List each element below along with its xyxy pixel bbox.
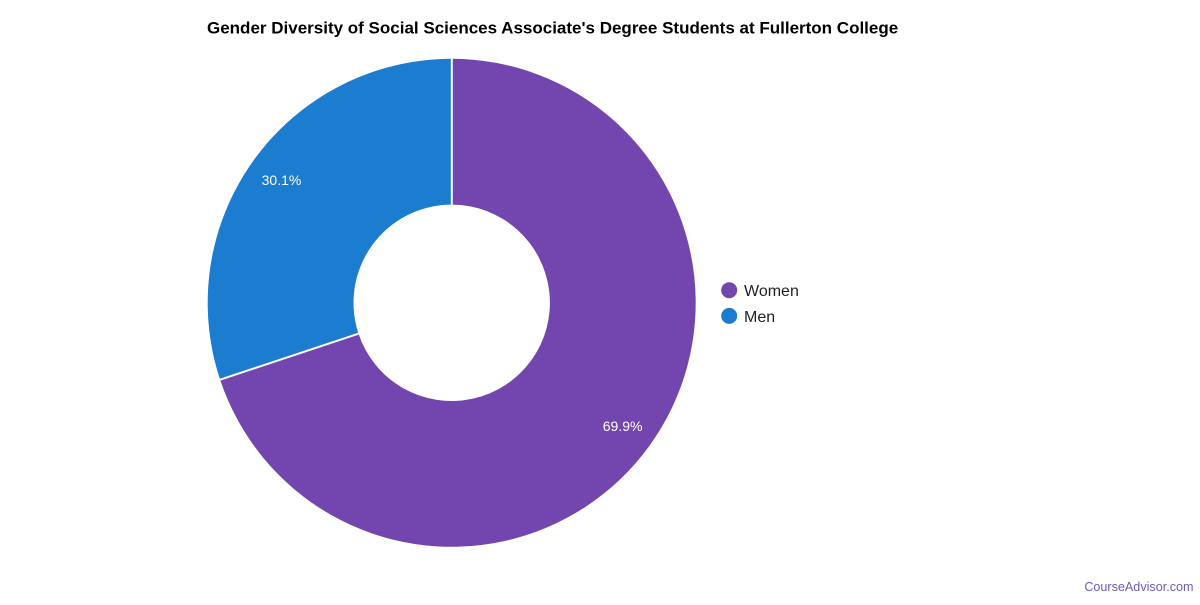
svg-text:Gender Diversity of Social Sci: Gender Diversity of Social Sciences Asso… (207, 19, 898, 38)
svg-text:Men: Men (744, 309, 775, 326)
svg-text:30.1%: 30.1% (262, 172, 302, 188)
svg-text:69.9%: 69.9% (603, 418, 643, 434)
svg-text:Women: Women (744, 283, 799, 300)
svg-text:CourseAdvisor.com: CourseAdvisor.com (1084, 580, 1193, 594)
